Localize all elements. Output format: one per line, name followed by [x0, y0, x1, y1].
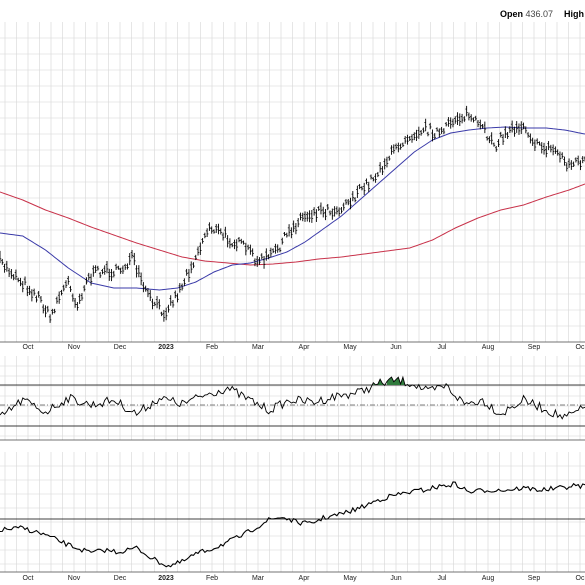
- x-tick-label: Feb: [206, 575, 218, 582]
- x-tick-label: Jun: [390, 344, 401, 351]
- header-open: Open 436.07: [500, 9, 553, 19]
- panel-frames: [0, 341, 585, 573]
- x-tick-label: Sep: [528, 344, 541, 351]
- moving-average-long: [0, 183, 585, 266]
- x-tick-label: Apr: [299, 575, 311, 582]
- x-tick-label: Nov: [68, 344, 81, 351]
- x-tick-label: Dec: [114, 344, 127, 351]
- grid: [0, 22, 585, 572]
- x-tick-label: 2023: [158, 575, 174, 582]
- x-tick-label: May: [343, 344, 357, 351]
- x-tick-label: Jul: [438, 575, 447, 582]
- osc-overbought-area: [387, 377, 406, 385]
- x-tick-label: Oct: [23, 344, 34, 351]
- x-tick-label: Mar: [252, 575, 265, 582]
- oscillator-line: [0, 375, 585, 420]
- oscillator-panel: [0, 375, 585, 427]
- x-tick-label: Mar: [252, 344, 265, 351]
- price-panel: [0, 105, 585, 323]
- relative-strength-panel: [0, 481, 585, 568]
- open-value: 436.07: [525, 9, 554, 19]
- x-tick-label: Aug: [482, 344, 495, 351]
- x-tick-label: Jul: [438, 344, 447, 351]
- x-tick-label: Sep: [528, 575, 541, 582]
- x-tick-label: Oct: [23, 575, 34, 582]
- x-axis-top: Oct Nov Dec 2023 Feb Mar Apr May Jun Jul Aug Sep Oc: [23, 344, 585, 351]
- open-label: Open: [500, 9, 524, 19]
- x-tick-label: Apr: [299, 344, 311, 351]
- x-tick-label: 2023: [158, 344, 174, 351]
- x-tick-label: Feb: [206, 344, 218, 351]
- x-axis-bottom: Oct Nov Dec 2023 Feb Mar Apr May Jun Jul Aug Sep Oc: [23, 575, 585, 582]
- x-tick-label: Dec: [114, 575, 127, 582]
- x-tick-label: Nov: [68, 575, 81, 582]
- x-tick-label: Jun: [390, 575, 401, 582]
- x-tick-label: Aug: [482, 575, 495, 582]
- relative-strength-line: [0, 481, 585, 568]
- price-bars: [0, 105, 585, 323]
- x-tick-label: May: [343, 575, 357, 582]
- x-tick-label: Oc: [576, 575, 585, 582]
- moving-average-short: [0, 126, 585, 291]
- x-tick-label: Oc: [576, 344, 585, 351]
- header-high: High 439: [564, 9, 585, 19]
- high-label: High: [564, 9, 584, 19]
